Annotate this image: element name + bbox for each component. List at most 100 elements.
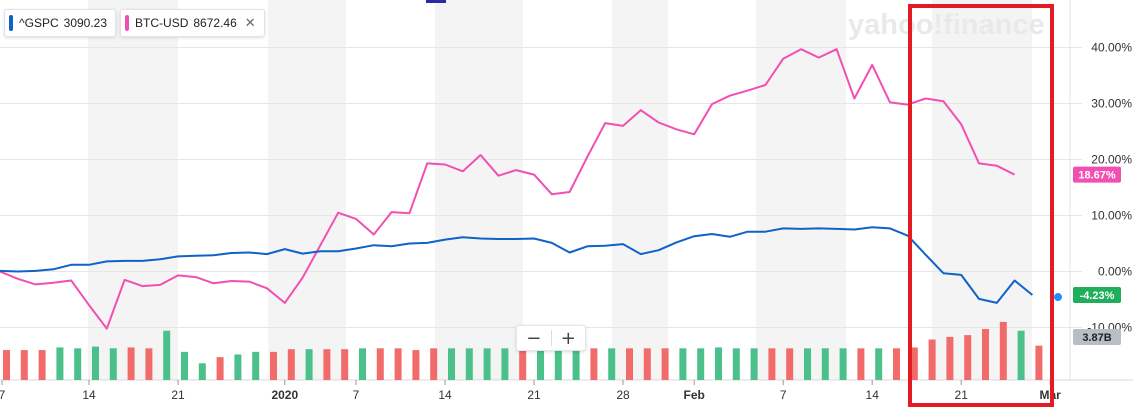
- volume-bar: [163, 330, 171, 380]
- gspc-line: [0, 226, 1034, 304]
- volume-bar: [590, 348, 598, 380]
- volume-last-value-badge: 3.87B: [1082, 332, 1111, 344]
- volume-bar: [270, 351, 277, 380]
- btc-last-value-badge-bg: [1073, 166, 1121, 183]
- volume-bar: [626, 348, 633, 380]
- volume-bar: [643, 348, 651, 380]
- volume-bar: [732, 348, 740, 380]
- volume-bar: [750, 348, 758, 380]
- y-tick-label: 20.00%: [1091, 153, 1132, 167]
- y-tick-label: 0.00%: [1098, 265, 1132, 279]
- week-band: [756, 0, 846, 380]
- legend: ^GSPC 3090.23 BTC-USD 8672.46 ✕: [4, 9, 265, 37]
- volume-bar: [537, 348, 544, 380]
- zoom-in-button[interactable]: +: [552, 326, 586, 350]
- volume-bar: [56, 347, 64, 380]
- volume-bar: [519, 348, 527, 380]
- volume-bar: [964, 335, 972, 380]
- volume-bar: [946, 336, 954, 380]
- volume-bar: [376, 348, 384, 380]
- y-axis-labels: 40.00%30.00%20.00%10.00%0.00%-10.00%: [1087, 41, 1132, 335]
- volume-bar: [145, 348, 153, 380]
- volume-bar: [359, 348, 366, 380]
- x-tick-label: 21: [527, 388, 541, 402]
- volume-bar: [875, 348, 883, 380]
- y-tick-label: 10.00%: [1091, 209, 1132, 223]
- zoom-controls: − +: [516, 325, 586, 351]
- volume-bar: [74, 348, 82, 380]
- volume-bar: [341, 349, 349, 380]
- alternating-week-bands: [88, 0, 1032, 380]
- volume-bar: [661, 348, 669, 380]
- gspc-value: 3090.23: [63, 16, 108, 30]
- volume-bar: [1017, 330, 1025, 380]
- gspc-end-dot: [1054, 293, 1062, 302]
- highlight-box: [908, 4, 1054, 407]
- x-tick-label: 28: [616, 388, 630, 402]
- last-value-badges: 18.67% -4.23% 3.87B: [1073, 166, 1121, 345]
- x-axis-labels: 7 14 21 2020 7 14 21 28 Feb 7 14 21 Mar: [0, 380, 1061, 402]
- zoom-out-button[interactable]: −: [517, 326, 551, 350]
- close-icon[interactable]: ✕: [244, 15, 256, 30]
- x-tick-label: 21: [171, 388, 185, 402]
- volume-bar: [893, 348, 900, 380]
- volume-bar: [554, 348, 562, 380]
- volume-bar: [697, 348, 705, 380]
- week-band: [88, 0, 178, 380]
- x-tick-label: Feb: [684, 388, 705, 402]
- series-lines: [0, 48, 1062, 330]
- volume-bar: [252, 351, 260, 380]
- legend-btc[interactable]: BTC-USD 8672.46 ✕: [120, 9, 265, 37]
- x-tick-label: 7: [0, 388, 6, 402]
- x-tick-label: 14: [866, 388, 880, 402]
- volume-bar: [608, 348, 616, 380]
- x-tick-label: 7: [780, 388, 787, 402]
- volume-bar: [465, 348, 473, 380]
- x-tick-label: 21: [955, 388, 969, 402]
- x-tick-label: 2020: [271, 388, 298, 402]
- volume-bar: [127, 347, 135, 380]
- week-band: [435, 0, 523, 380]
- volume-bar: [92, 346, 99, 380]
- volume-bar: [38, 350, 46, 380]
- volume-bar: [679, 348, 687, 380]
- volume-bar: [804, 348, 811, 380]
- volume-bar: [412, 350, 420, 380]
- btc-swatch: [125, 15, 130, 31]
- volume-bar: [198, 363, 206, 380]
- volume-bar: [1035, 345, 1043, 380]
- volume-bar: [768, 348, 776, 380]
- x-tick-label: 14: [438, 388, 452, 402]
- volume-bar: [786, 348, 794, 380]
- zoom-divider: [550, 330, 552, 346]
- volume-bar: [216, 357, 224, 380]
- gspc-swatch: [9, 15, 13, 31]
- volume-bar: [109, 348, 117, 380]
- volume-bar: [999, 321, 1007, 380]
- y-tick-label: 30.00%: [1091, 97, 1132, 111]
- volume-bar: [20, 350, 28, 380]
- y-tick-label: 40.00%: [1091, 41, 1132, 55]
- volume-bar: [430, 348, 438, 380]
- volume-bar: [982, 328, 989, 380]
- volume-bar: [448, 348, 455, 380]
- volume-bar: [234, 354, 242, 380]
- gridlines: [0, 0, 1133, 381]
- volume-bar: [928, 339, 936, 380]
- legend-gspc[interactable]: ^GSPC 3090.23: [4, 9, 117, 37]
- week-band: [932, 0, 1032, 380]
- volume-bar: [501, 348, 509, 380]
- btc-value: 8672.46: [193, 16, 237, 30]
- volume-bar: [394, 348, 402, 380]
- volume-bar: [305, 349, 313, 380]
- gspc-last-value-badge-bg: [1073, 287, 1121, 304]
- volume-bar: [483, 348, 491, 380]
- scroll-indicator: [426, 0, 446, 3]
- week-band: [268, 0, 346, 380]
- volume-last-value-badge-bg: [1073, 329, 1121, 345]
- btc-line: [0, 48, 1016, 330]
- volume-bar: [857, 348, 865, 380]
- volume-bar: [910, 347, 918, 380]
- volume-bar: [3, 350, 10, 380]
